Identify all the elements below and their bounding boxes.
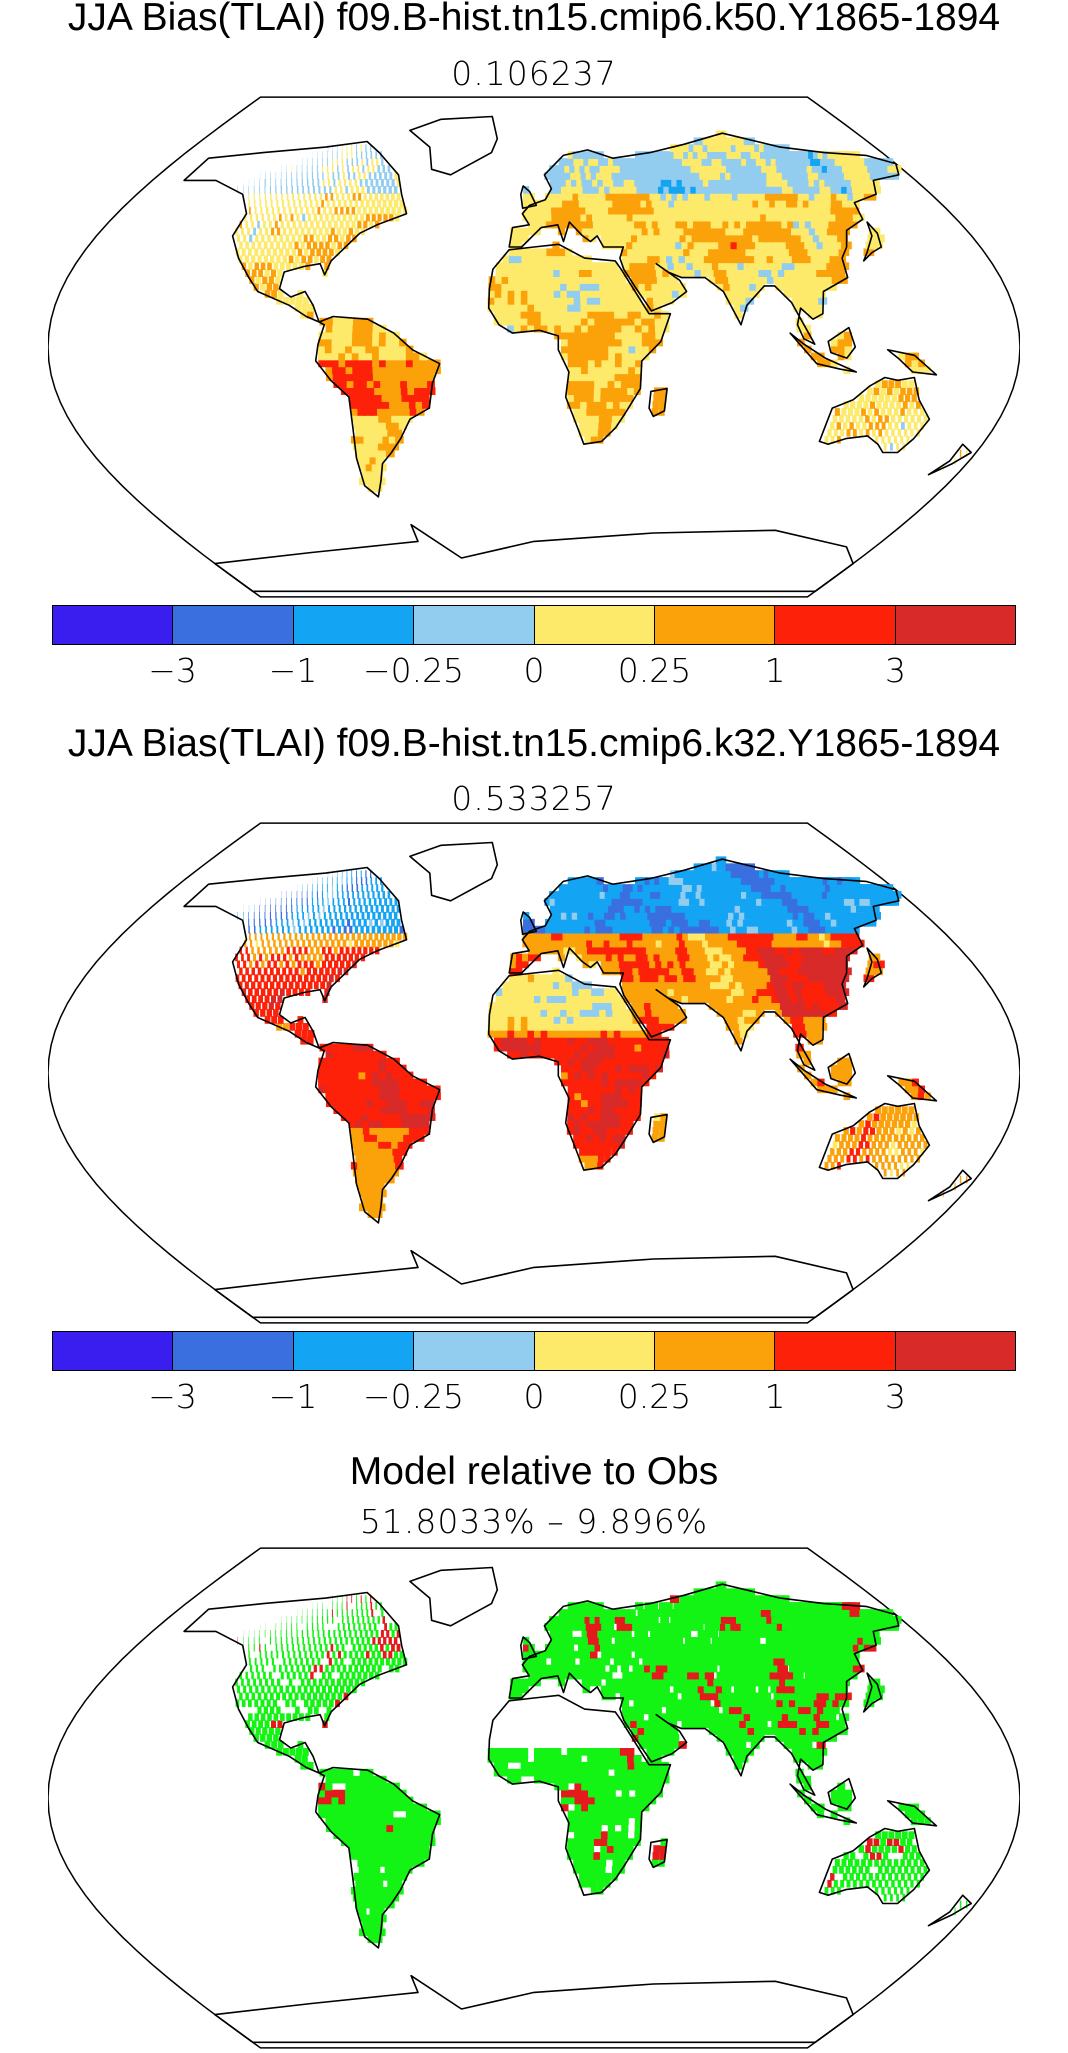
panel-subtitle: 51.8033% – 9.896% — [0, 1504, 1068, 1540]
panel-title: Model relative to Obs — [0, 1450, 1068, 1494]
relative-map — [48, 1543, 1020, 2053]
world-map — [48, 1543, 1020, 2053]
